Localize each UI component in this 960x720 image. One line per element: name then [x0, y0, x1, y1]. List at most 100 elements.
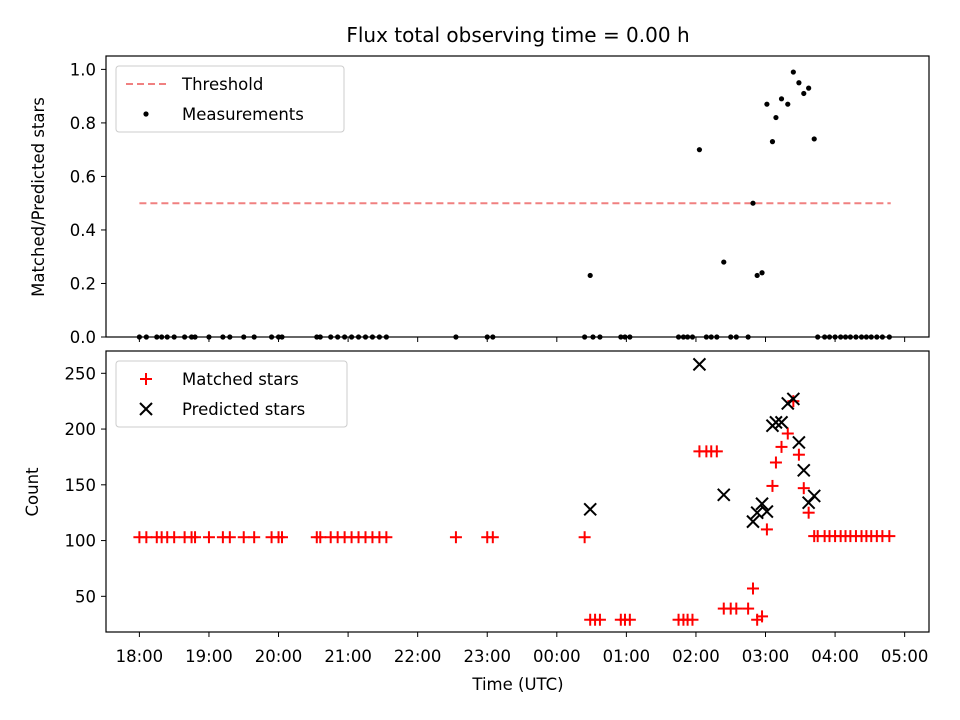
matched-star-point — [237, 531, 250, 544]
matched-star-point — [883, 530, 896, 543]
matched-star-point — [276, 531, 289, 544]
matched-star-point — [760, 523, 773, 536]
predicted-star-point — [792, 435, 806, 450]
predicted-star-point — [807, 489, 821, 503]
count-y-tick-label: 100 — [65, 532, 97, 551]
matched-star-point — [781, 427, 794, 440]
x-axis-label: Time (UTC) — [471, 675, 563, 694]
legend-matched-label: Matched stars — [182, 370, 299, 389]
x-tick-label: 05:00 — [881, 647, 929, 666]
x-tick-label: 21:00 — [324, 647, 372, 666]
predicted-star-point — [746, 514, 760, 529]
matched-star-point — [593, 613, 606, 626]
legend-predicted-label: Predicted stars — [182, 400, 305, 419]
ratio-legend-box — [115, 65, 345, 133]
chart-title: Flux total observing time = 0.00 h — [346, 23, 689, 47]
measurement-point — [769, 139, 776, 145]
count-panel: 50 100 150 200 250 18:00 19:00 20:00 21:00 22:00… — [23, 350, 930, 694]
count-y-tick-label: 250 — [65, 364, 97, 383]
count-y-tick-label: 150 — [65, 476, 97, 495]
legend-threshold-label: Threshold — [181, 75, 263, 94]
x-tick-label: 01:00 — [603, 647, 651, 666]
predicted-star-point — [786, 392, 801, 406]
measurement-point — [785, 101, 791, 107]
measurement-point — [773, 114, 779, 121]
matched-star-point — [686, 613, 699, 626]
measurement-point — [721, 259, 727, 265]
count-y-axis-label: Count — [23, 467, 42, 517]
x-tick-label: 00:00 — [533, 647, 581, 666]
matched-star-point — [746, 582, 759, 595]
legend-predicted-swatch — [139, 402, 153, 416]
matched-star-point — [578, 531, 591, 544]
matched-star-point — [486, 531, 499, 544]
measurement-point — [796, 80, 802, 86]
x-tick-label: 19:00 — [185, 647, 233, 666]
matched-star-point — [380, 531, 393, 544]
count-points — [133, 357, 896, 626]
matched-star-point — [710, 445, 723, 458]
ratio-y-axis-label: Matched/Predicted stars — [29, 97, 48, 297]
measurement-point — [587, 272, 593, 279]
count-y-ticks: 50 100 150 200 250 — [65, 364, 106, 606]
count-plot-frame — [105, 350, 930, 633]
legend-matched-swatch — [140, 373, 152, 385]
matched-star-point — [140, 531, 153, 544]
matched-star-point — [766, 479, 779, 492]
x-tick-label: 18:00 — [116, 647, 164, 666]
measurement-point — [754, 272, 760, 279]
ratio-y-tick-label: 0.8 — [70, 114, 96, 133]
ratio-legend: Threshold Measurements — [115, 65, 345, 133]
ratio-plot-frame — [105, 55, 930, 338]
predicted-star-point — [692, 357, 707, 372]
legend-measurements-label: Measurements — [182, 105, 304, 124]
ratio-y-tick-label: 1.0 — [70, 60, 96, 79]
matched-star-point — [756, 610, 769, 623]
matched-star-point — [797, 482, 810, 495]
count-y-tick-label: 50 — [75, 587, 96, 606]
predicted-star-point — [760, 504, 774, 519]
ratio-y-tick-label: 0.6 — [70, 167, 96, 186]
matched-star-point — [248, 531, 261, 544]
x-tick-label: 04:00 — [811, 647, 859, 666]
legend-measurements-swatch — [143, 111, 149, 117]
predicted-star-point — [797, 463, 811, 478]
measurement-point — [759, 270, 765, 276]
matched-star-point — [314, 531, 327, 544]
matched-star-point — [202, 531, 215, 544]
matched-star-point — [623, 613, 636, 626]
x-tick-label: 22:00 — [394, 647, 442, 666]
matched-star-point — [168, 531, 181, 544]
measurement-point — [764, 101, 770, 107]
measurement-point — [750, 200, 756, 206]
matched-star-point — [742, 602, 755, 615]
count-legend: Matched stars Predicted stars — [115, 360, 348, 428]
x-tick-label: 20:00 — [255, 647, 303, 666]
predicted-star-point — [583, 502, 597, 517]
x-tick-label: 02:00 — [672, 647, 720, 666]
count-legend-box — [115, 360, 348, 428]
matched-star-point — [449, 531, 462, 544]
predicted-star-point — [769, 415, 783, 430]
ratio-y-tick-label: 0.0 — [70, 328, 96, 347]
measurement-point — [806, 85, 812, 91]
matched-star-point — [769, 456, 782, 469]
measurement-point — [790, 69, 796, 75]
ratio-panel: 0.0 0.2 0.4 0.6 0.8 1.0 Matched/Predicted sta… — [29, 55, 930, 347]
ratio-y-ticks: 0.0 0.2 0.4 0.6 0.8 1.0 — [70, 60, 106, 347]
predicted-star-point — [717, 488, 731, 502]
measurement-point — [778, 96, 785, 102]
measurement-point — [696, 147, 703, 153]
matched-star-point — [802, 506, 815, 519]
predicted-star-point — [755, 497, 769, 511]
ratio-y-tick-label: 0.2 — [70, 274, 96, 293]
predicted-star-point — [774, 415, 789, 430]
matched-star-point — [792, 448, 805, 461]
ratio-x-ticks — [138, 337, 906, 342]
matched-star-point — [189, 531, 202, 544]
matched-star-point — [775, 440, 788, 453]
matched-star-point — [730, 602, 743, 615]
matched-star-point — [223, 531, 236, 544]
x-tick-label: 23:00 — [463, 647, 511, 666]
